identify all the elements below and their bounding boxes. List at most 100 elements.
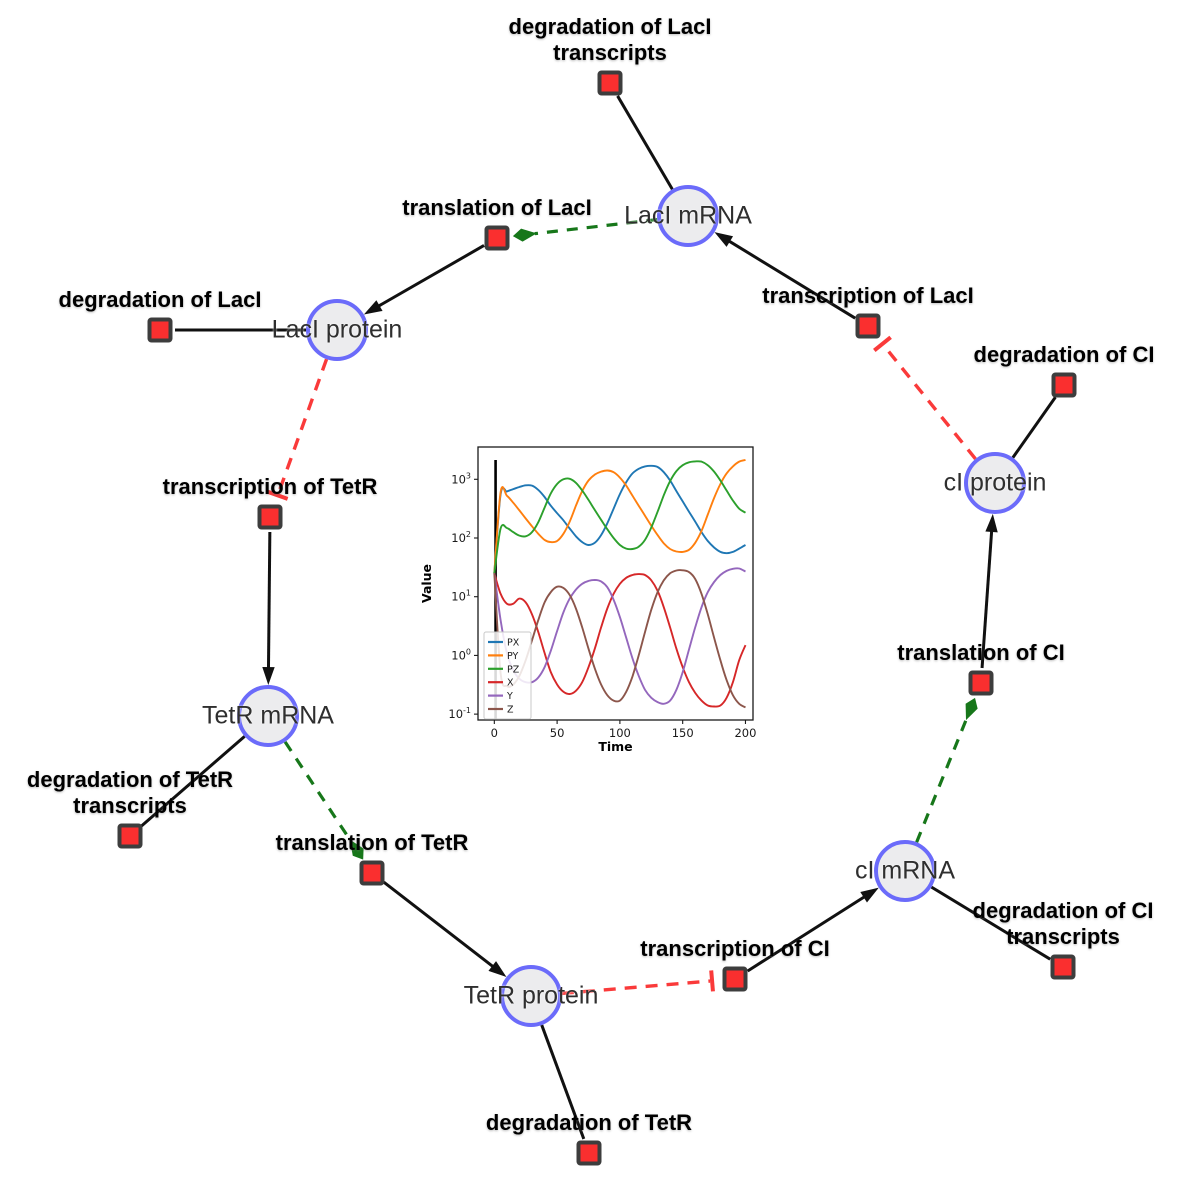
edge-production-transl-tetr-tetr-protein-arrowhead (488, 961, 507, 978)
reaction-label-line: degradation of CI (972, 898, 1154, 923)
species-node-ci-protein[interactable] (964, 452, 1026, 514)
legend-box (483, 631, 532, 720)
y-tick-label: 101 (451, 589, 471, 604)
series-PX (493, 464, 746, 574)
reaction-label-line: transcripts (73, 793, 187, 818)
edge-production-transl-laci-laci-protein (374, 244, 485, 310)
edge-inhibition-laci-protein-transc-tetr (276, 358, 329, 495)
edge-inhibition-tetr-protein-transc-ci-tbar (709, 970, 715, 992)
edge-production-transc-laci-laci-mrna (724, 237, 856, 320)
edge-modifier-tetr-mrna-transl-tetr (283, 740, 353, 843)
timecourse-plot: 0 50 100 150 200 10-1 100 101 102 103 Time Value PX P… (420, 433, 768, 765)
edge-modifier-ci-mrna-transl-ci (915, 717, 969, 843)
reaction-label-line: degradation of CI (973, 342, 1155, 367)
x-tick-label: 50 (550, 726, 565, 740)
reaction-node-deg-laci[interactable] (147, 317, 173, 343)
edge-production-transl-tetr-tetr-protein (382, 880, 498, 971)
species-node-ci-mrna[interactable] (874, 840, 936, 902)
reaction-label-transc-laci: transcription of LacI (762, 283, 973, 309)
reaction-label-line: degradation of LacI (58, 287, 262, 312)
legend-label-Y: Y (506, 691, 513, 702)
reaction-node-deg-tetr[interactable] (576, 1140, 602, 1166)
reaction-node-transl-ci[interactable] (968, 670, 994, 696)
reaction-node-transc-tetr[interactable] (257, 504, 283, 530)
plot-frame (477, 446, 754, 721)
edge-consumption-ci-protein-deg-ci (1011, 396, 1057, 459)
edge-production-transl-ci-ci-protein-arrowhead (985, 513, 998, 533)
edge-inhibition-laci-protein-transc-tetr-tbar (267, 489, 289, 501)
reaction-label-line: translation of LacI (402, 195, 592, 220)
reaction-label-deg-ci-tx: degradation of CI transcripts (973, 898, 1154, 950)
edge-production-transl-laci-laci-protein-arrowhead (363, 300, 383, 315)
edge-consumption-laci-mrna-deg-laci-tx (616, 95, 674, 191)
edge-production-transc-tetr-tetr-mrna-arrowhead (262, 666, 275, 686)
edge-production-transc-ci-ci-mrna (746, 893, 869, 973)
edge-consumption-tetr-mrna-deg-tetr-tx (140, 735, 246, 828)
reaction-label-transc-ci: transcription of CI (640, 936, 829, 962)
legend-label-PZ: PZ (507, 664, 520, 675)
y-tick-label: 103 (451, 471, 471, 486)
reaction-label-deg-tetr: degradation of TetR (486, 1110, 692, 1136)
x-tick-label: 0 (491, 726, 498, 740)
reaction-label-line: degradation of TetR (485, 1110, 693, 1135)
reaction-label-line: degradation of LacI (508, 14, 712, 39)
reaction-label-transl-ci: translation of CI (897, 640, 1064, 666)
reaction-node-transc-ci[interactable] (722, 966, 748, 992)
legend-label-PX: PX (507, 638, 520, 649)
y-axis-label: Value (420, 564, 434, 603)
y-tick-label: 100 (451, 647, 471, 662)
edge-consumption-ci-mrna-deg-ci-tx (930, 885, 1051, 961)
reaction-label-line: transcription of TetR (162, 474, 378, 499)
species-node-laci-mrna[interactable] (657, 185, 719, 247)
legend-label-Z: Z (507, 705, 514, 716)
edge-modifier-laci-mrna-transl-laci (534, 217, 658, 236)
reaction-node-deg-laci-tx[interactable] (597, 70, 623, 96)
edge-production-transl-ci-ci-protein (980, 526, 994, 669)
reaction-node-deg-ci-tx[interactable] (1050, 954, 1076, 980)
reaction-node-transc-laci[interactable] (855, 313, 881, 339)
species-label-ci-protein: cI protein (943, 468, 1047, 497)
reaction-node-transl-laci[interactable] (484, 225, 510, 251)
y-tick-label: 102 (451, 530, 471, 545)
reaction-label-deg-ci: degradation of CI (974, 342, 1155, 368)
x-tick-label: 100 (609, 726, 631, 740)
series-PZ (493, 460, 747, 574)
reaction-label-line: translation of CI (897, 640, 1065, 665)
series-Z (493, 569, 746, 709)
species-label-tetr-protein: TetR protein (463, 981, 599, 1010)
edge-modifier-laci-mrna-transl-laci-diamond-head (512, 228, 537, 242)
reaction-label-transl-laci: translation of LacI (402, 195, 591, 221)
reaction-label-transc-tetr: transcription of TetR (163, 474, 378, 500)
edge-production-transc-laci-laci-mrna-arrowhead (714, 232, 734, 247)
species-node-laci-protein[interactable] (306, 299, 368, 361)
species-label-ci-mrna: cI mRNA (855, 856, 955, 885)
legend-label-X: X (507, 678, 514, 689)
reaction-label-transl-tetr: translation of TetR (276, 830, 469, 856)
species-label-laci-protein: LacI protein (271, 315, 403, 344)
edge-consumption-tetr-protein-deg-tetr (540, 1024, 586, 1140)
edge-modifier-tetr-mrna-transl-tetr-diamond-head (349, 839, 364, 860)
reaction-label-deg-tetr-tx: degradation of TetR transcripts (27, 767, 233, 819)
series-PY (493, 458, 746, 574)
x-axis-label: Time (598, 739, 632, 754)
reaction-node-transl-tetr[interactable] (359, 860, 385, 886)
plot-background (420, 433, 768, 765)
edge-inhibition-ci-protein-transc-laci (882, 344, 977, 460)
reaction-label-deg-laci: degradation of LacI (59, 287, 262, 313)
reaction-label-line: translation of TetR (275, 830, 469, 855)
edge-inhibition-ci-protein-transc-laci-tbar (873, 335, 892, 353)
x-tick-label: 200 (734, 726, 756, 740)
reaction-label-deg-laci-tx: degradation of LacI transcripts (509, 14, 712, 66)
species-node-tetr-protein[interactable] (500, 965, 562, 1027)
reaction-label-line: transcription of LacI (762, 283, 974, 308)
species-node-tetr-mrna[interactable] (237, 685, 299, 747)
reaction-node-deg-ci[interactable] (1051, 372, 1077, 398)
edge-modifier-ci-mrna-transl-ci-diamond-head (965, 697, 978, 721)
legend-label-PY: PY (507, 651, 519, 662)
reaction-label-line: degradation of TetR (26, 767, 234, 792)
reaction-label-line: transcripts (553, 40, 667, 65)
reaction-label-line: transcription of CI (640, 936, 830, 961)
reaction-node-deg-tetr-tx[interactable] (117, 823, 143, 849)
